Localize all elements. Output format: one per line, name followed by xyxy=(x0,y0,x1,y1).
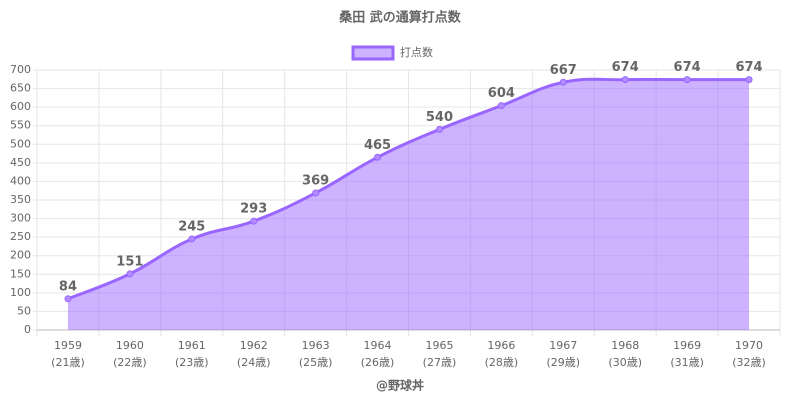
data-label: 151 xyxy=(116,254,143,269)
point xyxy=(250,217,258,225)
x-tick-label: 1966 xyxy=(487,339,515,352)
x-tick-label: 1964 xyxy=(364,339,392,352)
data-label: 84 xyxy=(59,279,77,294)
data-label: 369 xyxy=(302,173,329,188)
x-tick-sublabel: (28歳) xyxy=(485,356,519,369)
x-tick-label: 1969 xyxy=(673,339,701,352)
x-tick-label: 1960 xyxy=(116,339,144,352)
y-tick-label: 50 xyxy=(17,304,31,317)
y-tick-label: 650 xyxy=(10,82,31,95)
x-tick-sublabel: (31歳) xyxy=(670,356,704,369)
x-tick-sublabel: (30歳) xyxy=(608,356,642,369)
legend-swatch xyxy=(351,45,395,61)
y-tick-label: 350 xyxy=(10,193,31,206)
x-tick-sublabel: (25歳) xyxy=(299,356,333,369)
y-tick-label: 300 xyxy=(10,212,31,225)
y-tick-label: 500 xyxy=(10,137,31,150)
x-tick-sublabel: (32歳) xyxy=(732,356,766,369)
x-tick-label: 1967 xyxy=(549,339,577,352)
y-tick-label: 100 xyxy=(10,286,31,299)
point xyxy=(188,235,196,243)
point xyxy=(126,270,134,278)
chart-title: 桑田 武の通算打点数 xyxy=(338,10,462,26)
y-tick-label: 150 xyxy=(10,267,31,280)
x-tick-sublabel: (29歳) xyxy=(546,356,580,369)
x-tick-sublabel: (26歳) xyxy=(361,356,395,369)
y-tick-label: 550 xyxy=(10,119,31,132)
y-tick-label: 400 xyxy=(10,174,31,187)
point xyxy=(621,76,629,84)
x-tick-label: 1959 xyxy=(54,339,82,352)
point xyxy=(312,189,320,197)
data-label: 245 xyxy=(178,220,205,235)
credit: @野球丼 xyxy=(376,378,424,393)
y-tick-label: 700 xyxy=(10,63,31,76)
x-tick-sublabel: (27歳) xyxy=(423,356,457,369)
data-label: 674 xyxy=(674,60,701,75)
point xyxy=(559,78,567,86)
data-label: 293 xyxy=(240,202,267,217)
y-tick-label: 250 xyxy=(10,230,31,243)
x-tick-label: 1963 xyxy=(302,339,330,352)
data-label: 540 xyxy=(426,110,453,125)
point xyxy=(745,76,753,84)
data-label: 604 xyxy=(488,86,515,101)
legend-label: 打点数 xyxy=(400,45,433,59)
x-tick-sublabel: (24歳) xyxy=(237,356,271,369)
y-tick-label: 450 xyxy=(10,156,31,169)
point xyxy=(374,153,382,161)
data-label: 674 xyxy=(612,60,639,75)
x-tick-label: 1968 xyxy=(611,339,639,352)
point xyxy=(64,295,72,303)
point xyxy=(683,76,691,84)
x-tick-label: 1962 xyxy=(240,339,268,352)
y-tick-label: 200 xyxy=(10,249,31,262)
x-tick-sublabel: (22歳) xyxy=(113,356,147,369)
data-label: 465 xyxy=(364,138,391,153)
data-label: 667 xyxy=(550,63,577,78)
data-label: 674 xyxy=(735,60,762,75)
point xyxy=(497,102,505,110)
point xyxy=(435,125,443,133)
x-tick-sublabel: (21歳) xyxy=(51,356,85,369)
x-tick-label: 1961 xyxy=(178,339,206,352)
x-tick-label: 1965 xyxy=(425,339,453,352)
area xyxy=(67,79,750,330)
x-tick-sublabel: (23歳) xyxy=(175,356,209,369)
x-tick-label: 1970 xyxy=(735,339,763,352)
y-tick-label: 600 xyxy=(10,100,31,113)
y-tick-label: 0 xyxy=(24,323,31,336)
